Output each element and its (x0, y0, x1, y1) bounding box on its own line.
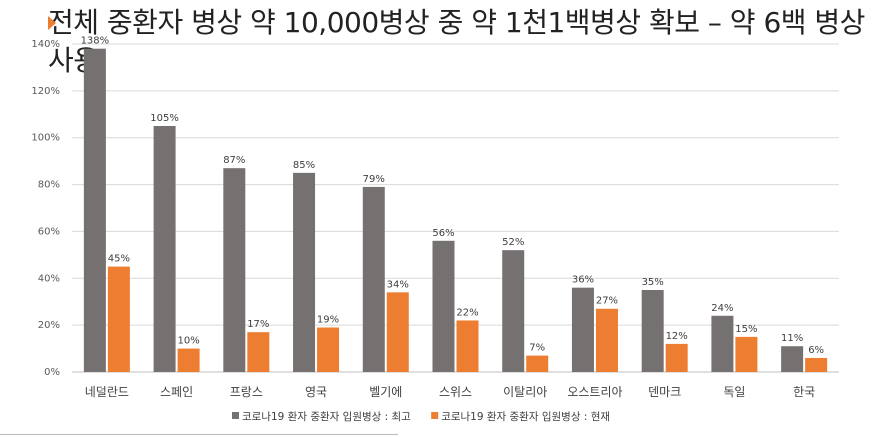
bar-current (805, 357, 828, 372)
bar-peak (641, 290, 664, 372)
data-label: 24% (711, 303, 733, 314)
x-tick-label: 독일 (723, 385, 745, 399)
bar-peak (83, 48, 106, 372)
data-label: 7% (529, 343, 545, 354)
bar-current (386, 292, 409, 372)
legend-swatch-current (431, 412, 439, 419)
bar-peak (223, 168, 246, 372)
data-label: 15% (735, 324, 757, 335)
data-label: 6% (808, 345, 824, 356)
x-tick-label: 오스트리아 (567, 385, 622, 399)
data-label: 22% (456, 307, 478, 318)
legend-label: 코로나19 환자 중환자 입원병상 : 최고 (242, 410, 411, 423)
bar-current (456, 320, 479, 372)
data-label: 85% (293, 160, 315, 171)
bar-peak (432, 240, 455, 372)
x-tick-label: 프랑스 (230, 385, 263, 399)
x-tick-label: 한국 (793, 385, 815, 399)
bar-peak (293, 172, 316, 372)
data-label: 87% (223, 155, 245, 166)
data-label: 138% (81, 36, 110, 47)
bar-peak (781, 346, 804, 372)
legend-swatch-peak (232, 412, 239, 419)
y-tick-label: 100% (31, 133, 60, 144)
data-label: 12% (666, 331, 688, 342)
data-label: 11% (781, 333, 803, 344)
bar-peak (362, 186, 385, 372)
data-label: 35% (642, 277, 664, 288)
y-tick-label: 120% (31, 86, 60, 97)
bar-current (247, 332, 270, 372)
bar-current (595, 308, 618, 372)
y-tick-label: 0% (44, 367, 60, 378)
bar-current (107, 266, 130, 372)
data-label: 36% (572, 275, 594, 286)
data-label: 56% (432, 228, 454, 239)
y-tick-label: 60% (38, 226, 60, 237)
bar-peak (153, 126, 176, 372)
bar-current (665, 343, 688, 372)
data-label: 27% (596, 296, 618, 307)
data-label: 45% (108, 254, 130, 265)
bar-current (177, 348, 200, 372)
bar-current (526, 355, 549, 372)
data-label: 34% (387, 279, 409, 290)
data-label: 79% (363, 174, 385, 185)
x-tick-label: 덴마크 (648, 385, 681, 399)
bar-peak (711, 315, 734, 372)
y-tick-label: 40% (38, 273, 60, 284)
x-tick-label: 벨기에 (369, 385, 402, 399)
bar-current (317, 327, 340, 372)
x-tick-label: 스위스 (439, 385, 472, 399)
divider (0, 434, 398, 435)
bar-peak (571, 287, 594, 372)
x-tick-label: 스페인 (160, 385, 193, 399)
data-label: 10% (177, 336, 199, 347)
data-label: 19% (317, 314, 339, 325)
x-tick-label: 네덜란드 (85, 385, 129, 399)
x-tick-label: 이탈리아 (503, 385, 547, 399)
data-label: 105% (150, 113, 179, 124)
y-tick-label: 80% (38, 180, 60, 191)
legend-label: 코로나19 환자 중환자 입원병상 : 현재 (441, 410, 610, 423)
title-bullet-arrow-icon (48, 16, 56, 30)
y-tick-label: 20% (38, 320, 60, 331)
bar-current (735, 336, 758, 372)
y-tick-label: 140% (31, 39, 60, 50)
data-label: 52% (502, 237, 524, 248)
data-label: 17% (247, 319, 269, 330)
x-tick-label: 영국 (305, 385, 327, 399)
bar-peak (502, 250, 525, 372)
